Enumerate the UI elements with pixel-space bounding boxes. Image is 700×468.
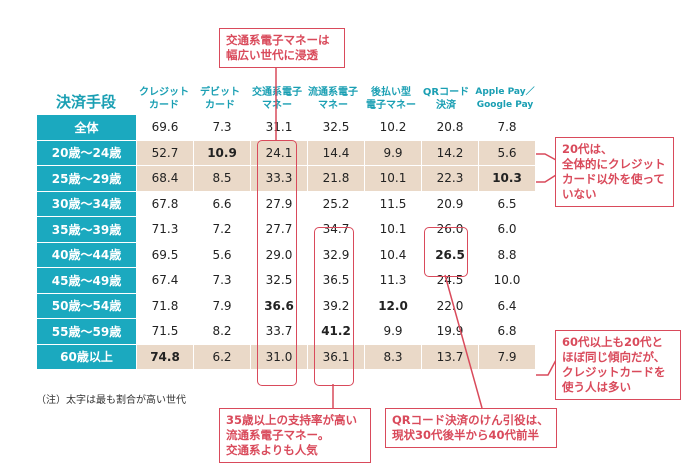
cell: 7.8 [478, 114, 536, 141]
cell: 27.7 [250, 216, 308, 243]
cell: 71.5 [136, 318, 194, 345]
cell: 32.9 [307, 241, 365, 268]
row-label: 40歳～44歳 [36, 241, 137, 268]
cell: 6.0 [478, 216, 536, 243]
cell: 6.8 [478, 318, 536, 345]
cell: 36.1 [307, 343, 365, 370]
cell: 31.0 [250, 343, 308, 370]
cell: 26.0 [421, 216, 479, 243]
cell-bold: 10.9 [193, 139, 251, 166]
header-retail-emoney: 流通系電子 マネー [308, 87, 358, 111]
cell: 7.9 [193, 292, 251, 319]
cell: 69.6 [136, 114, 194, 141]
header-postpay-emoney: 後払い型 電子マネー [366, 87, 416, 111]
cell: 10.1 [364, 165, 422, 192]
footnote: （注）太字は最も割合が高い世代 [36, 395, 186, 406]
header-qr-payment: QRコード 決済 [422, 87, 470, 111]
cell: 20.9 [421, 190, 479, 217]
cell: 24.1 [250, 139, 308, 166]
cell: 33.3 [250, 165, 308, 192]
cell-bold: 26.5 [421, 241, 479, 268]
cell: 6.5 [478, 190, 536, 217]
cell: 27.9 [250, 190, 308, 217]
callout-qr-payment: QRコード決済のけん引役は、 現状30代後半から40代前半 [385, 408, 557, 448]
highlight-retail-column [314, 227, 354, 386]
table-row: 55歳～59歳 71.5 8.2 33.7 41.2 9.9 19.9 6.8 [36, 318, 536, 345]
highlight-transport-column [257, 140, 297, 386]
payment-method-table: 全体 69.6 7.3 31.1 32.5 10.2 20.8 7.8 20歳～… [36, 114, 536, 370]
cell: 9.9 [364, 318, 422, 345]
cell: 52.7 [136, 139, 194, 166]
callout-transport-emoney: 交通系電子マネーは 幅広い世代に浸透 [219, 28, 345, 68]
cell: 33.7 [250, 318, 308, 345]
cell: 71.3 [136, 216, 194, 243]
header-credit-card: クレジット カード [139, 87, 189, 111]
table-row: 60歳以上 74.8 6.2 31.0 36.1 8.3 13.7 7.9 [36, 343, 536, 370]
row-label: 50歳～54歳 [36, 292, 137, 319]
cell-bold: 74.8 [136, 343, 194, 370]
cell: 8.3 [364, 343, 422, 370]
header-debit-card: デビット カード [200, 87, 240, 111]
cell: 8.5 [193, 165, 251, 192]
cell: 71.8 [136, 292, 194, 319]
row-label: 30歳～34歳 [36, 190, 137, 217]
cell: 29.0 [250, 241, 308, 268]
cell: 5.6 [478, 139, 536, 166]
cell: 6.4 [478, 292, 536, 319]
callout-sixties: 60代以上も20代と ほぼ同じ傾向だが、 クレジットカードを 使う人は多い [555, 330, 681, 400]
cell: 9.9 [364, 139, 422, 166]
cell: 14.2 [421, 139, 479, 166]
cell: 22.3 [421, 165, 479, 192]
row-label: 60歳以上 [36, 343, 137, 370]
callout-retail-emoney: 35歳以上の支持率が高い 流通系電子マネー。 交通系よりも人気 [219, 408, 371, 463]
callout-twenties: 20代は、 全体的にクレジット カード以外を使って いない [555, 137, 674, 207]
cell: 19.9 [421, 318, 479, 345]
cell: 10.0 [478, 267, 536, 294]
cell: 22.0 [421, 292, 479, 319]
cell: 6.2 [193, 343, 251, 370]
header-transport-emoney: 交通系電子 マネー [252, 87, 302, 111]
cell: 39.2 [307, 292, 365, 319]
cell: 67.4 [136, 267, 194, 294]
cell: 67.8 [136, 190, 194, 217]
header-applepay-googlepay: Apple Pay／ Google Pay [475, 87, 535, 110]
cell: 25.2 [307, 190, 365, 217]
cell: 68.4 [136, 165, 194, 192]
table-row: 45歳～49歳 67.4 7.3 32.5 36.5 11.3 24.5 10.… [36, 267, 536, 294]
cell: 20.8 [421, 114, 479, 141]
cell: 10.4 [364, 241, 422, 268]
cell: 36.5 [307, 267, 365, 294]
row-label: 45歳～49歳 [36, 267, 137, 294]
cell: 7.3 [193, 267, 251, 294]
table-corner-title: 決済手段 [56, 93, 117, 111]
table-row: 25歳～29歳 68.4 8.5 33.3 21.8 10.1 22.3 10.… [36, 165, 536, 192]
cell: 7.9 [478, 343, 536, 370]
cell: 8.8 [478, 241, 536, 268]
cell-bold: 41.2 [307, 318, 365, 345]
table-row: 30歳～34歳 67.8 6.6 27.9 25.2 11.5 20.9 6.5 [36, 190, 536, 217]
cell: 21.8 [307, 165, 365, 192]
cell: 10.1 [364, 216, 422, 243]
cell-bold: 12.0 [364, 292, 422, 319]
cell-bold: 10.3 [478, 165, 536, 192]
cell: 11.3 [364, 267, 422, 294]
row-label: 25歳～29歳 [36, 165, 137, 192]
row-label: 35歳～39歳 [36, 216, 137, 243]
